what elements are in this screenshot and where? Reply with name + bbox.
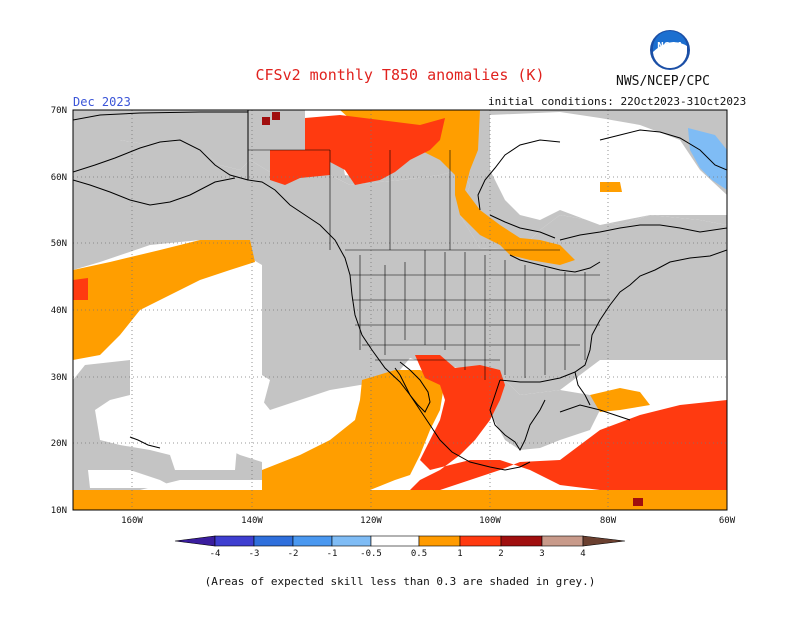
lon-label: 120W xyxy=(360,516,382,526)
legend-label: -1 xyxy=(327,549,338,559)
legend-label: 2 xyxy=(498,549,503,559)
legend-labels: -4 -3 -2 -1 -0.5 0.5 1 2 3 4 xyxy=(210,549,586,559)
legend-swatch xyxy=(292,535,333,547)
warm-anomaly-darkred-areas xyxy=(262,112,643,506)
legend-label: 4 xyxy=(580,549,585,559)
initial-conditions: initial conditions: 22Oct2023-31Oct2023 xyxy=(488,95,747,108)
legend-label: -2 xyxy=(288,549,299,559)
latitude-labels: 70N 60N 50N 40N 30N 20N 10N xyxy=(51,106,67,516)
warm-anomaly-orange-areas xyxy=(73,110,650,490)
legend-label: -4 xyxy=(210,549,221,559)
political-boundaries xyxy=(248,149,610,380)
lat-label: 30N xyxy=(51,373,67,383)
noaa-logo: NOAA xyxy=(650,30,690,70)
lon-label: 60W xyxy=(719,516,736,526)
coastlines xyxy=(73,110,727,471)
lat-label: 70N xyxy=(51,106,67,116)
lat-label: 10N xyxy=(51,506,67,516)
graticule xyxy=(73,110,727,510)
legend-swatch xyxy=(174,535,216,547)
legend-label: 3 xyxy=(539,549,544,559)
chart-title: CFSv2 monthly T850 anomalies (K) xyxy=(255,66,545,84)
lon-label: 80W xyxy=(600,516,617,526)
color-legend xyxy=(174,535,626,547)
lat-label: 20N xyxy=(51,439,67,449)
map-area xyxy=(73,110,727,510)
legend-swatch xyxy=(418,535,461,547)
logo-text: NOAA xyxy=(657,41,683,50)
lon-label: 140W xyxy=(241,516,263,526)
legend-swatch xyxy=(253,535,294,547)
lon-label: 160W xyxy=(121,516,143,526)
longitude-labels: 160W 140W 120W 100W 80W 60W xyxy=(121,516,736,526)
legend-swatch xyxy=(214,535,255,547)
legend-swatch xyxy=(459,535,502,547)
cold-anomaly-areas xyxy=(688,128,727,190)
lon-label: 100W xyxy=(479,516,501,526)
legend-swatch xyxy=(370,535,420,547)
legend-label: 0.5 xyxy=(411,549,427,559)
legend-swatch xyxy=(582,535,626,547)
legend-swatch xyxy=(331,535,372,547)
legend-swatch xyxy=(500,535,543,547)
map-frame xyxy=(72,109,728,511)
warm-anomaly-red-areas xyxy=(73,115,727,490)
forecast-period: Dec 2023 xyxy=(73,95,131,109)
legend-label: -0.5 xyxy=(360,549,382,559)
legend-label: -3 xyxy=(249,549,260,559)
neutral-white-areas xyxy=(88,112,727,488)
lat-label: 60N xyxy=(51,173,67,183)
legend-swatch xyxy=(541,535,584,547)
lat-label: 50N xyxy=(51,239,67,249)
lat-label: 40N xyxy=(51,306,67,316)
organization-label: NWS/NCEP/CPC xyxy=(616,74,710,89)
footnote: (Areas of expected skill less than 0.3 a… xyxy=(204,575,596,588)
legend-label: 1 xyxy=(457,549,462,559)
